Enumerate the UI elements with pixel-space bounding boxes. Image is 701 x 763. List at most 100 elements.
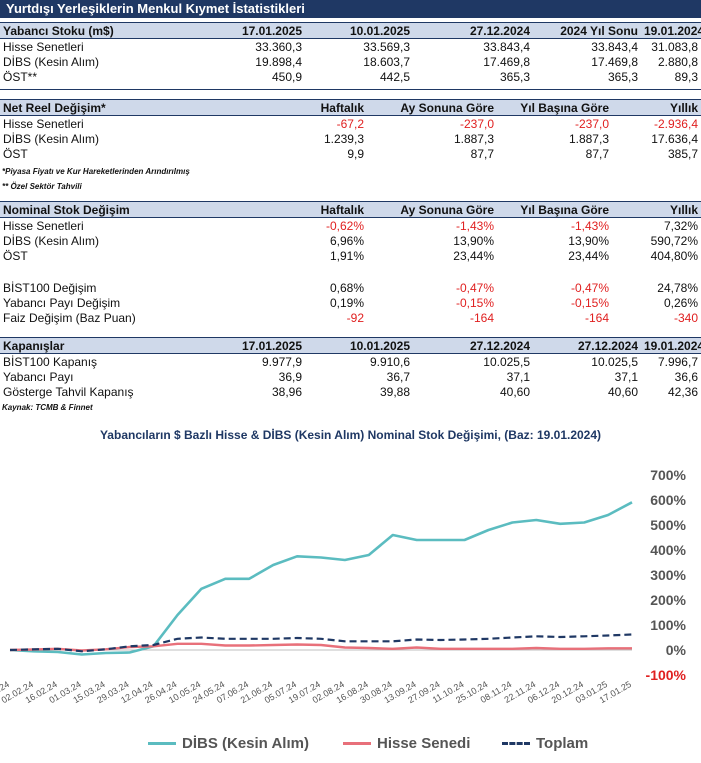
table-cell: 18.603,7 xyxy=(363,54,410,69)
table-cell: 87,7 xyxy=(585,146,609,161)
legend-swatch xyxy=(148,742,176,745)
table-cell: 1.887,3 xyxy=(568,131,609,146)
y-tick-label: 600% xyxy=(650,492,686,508)
stock-table: Yabancı Stoku (m$) 17.01.2025 10.01.2025… xyxy=(0,22,701,84)
header-cell: Yıl Başına Göre xyxy=(497,99,612,116)
table-cell: -237,0 xyxy=(459,116,494,131)
header-cell: Ay Sonuna Göre xyxy=(367,201,497,218)
table-cell: 1.887,3 xyxy=(453,131,494,146)
table-cell: 7.996,7 xyxy=(657,354,698,369)
legend-label: DİBS (Kesin Alım) xyxy=(182,735,309,752)
table-cell: -0,15% xyxy=(570,295,609,310)
y-tick-label: 400% xyxy=(650,542,686,558)
table-cell: 0,19% xyxy=(329,295,364,310)
table-cell: -164 xyxy=(584,310,609,325)
table-cell: 385,7 xyxy=(667,146,698,161)
table-cell: 10.025,5 xyxy=(483,354,530,369)
table-cell: 9.977,9 xyxy=(261,354,302,369)
table-cell: -0,62% xyxy=(325,218,364,233)
table-cell: 1.239,3 xyxy=(323,131,364,146)
header-cell: 17.01.2025 xyxy=(205,22,305,39)
footnote: ** Özel Sektör Tahvili xyxy=(2,182,82,191)
table-cell: 13,90% xyxy=(568,233,609,248)
table-row: BİST100 Kapanış 9.977,9 9.910,6 10.025,5… xyxy=(0,354,701,370)
table-cell: 7,32% xyxy=(663,218,698,233)
table-header-row: Yabancı Stoku (m$) 17.01.2025 10.01.2025… xyxy=(0,22,701,39)
header-cell: 10.01.2025 xyxy=(305,337,413,354)
table-cell: 0,68% xyxy=(329,280,364,295)
row-label: Hisse Senetleri xyxy=(3,39,84,54)
page-title: Yurtdışı Yerleşiklerin Menkul Kıymet İst… xyxy=(0,0,701,18)
table-row: ÖST 1,91% 23,44% 23,44% 404,80% xyxy=(0,248,701,263)
table-cell: 33.843,4 xyxy=(591,39,638,54)
row-label: BİST100 Kapanış xyxy=(3,354,98,369)
header-cell: Yıl Başına Göre xyxy=(497,201,612,218)
row-label: ÖST** xyxy=(3,69,38,84)
nominal-change-table: Nominal Stok Değişim Haftalık Ay Sonuna … xyxy=(0,201,701,325)
header-cell: Ay Sonuna Göre xyxy=(367,99,497,116)
table-cell: 404,80% xyxy=(650,248,698,263)
table-cell: 36,7 xyxy=(386,369,410,384)
table-cell: 33.360,3 xyxy=(255,39,302,54)
header-cell: 10.01.2025 xyxy=(305,22,413,39)
table-cell: 9.910,6 xyxy=(369,354,410,369)
table-cell: 0,26% xyxy=(663,295,698,310)
source-note: Kaynak: TCMB & Finnet xyxy=(2,403,93,412)
table-cell: -92 xyxy=(346,310,364,325)
header-cell: 27.12.2024 xyxy=(413,22,533,39)
header-cell: 27.12.2024 xyxy=(533,337,641,354)
table-cell: -0,47% xyxy=(455,280,494,295)
table-cell: 17.469,8 xyxy=(591,54,638,69)
y-tick-label: 500% xyxy=(650,517,686,533)
row-label: Yabancı Payı Değişim xyxy=(3,295,121,310)
line-chart: 700%600%500%400%300%200%100%0%-100%19.01… xyxy=(0,467,687,705)
row-label: Hisse Senetleri xyxy=(3,116,84,131)
table-row: Hisse Senetleri 33.360,3 33.569,3 33.843… xyxy=(0,39,701,55)
header-cell: 2024 Yıl Sonu xyxy=(533,22,641,39)
table-cell: 23,44% xyxy=(453,248,494,263)
table-cell: -237,0 xyxy=(574,116,609,131)
table-row: Faiz Değişim (Baz Puan) -92 -164 -164 -3… xyxy=(0,310,701,325)
header-cell: 19.01.2024 xyxy=(641,22,701,39)
table-row: DİBS (Kesin Alım) 6,96% 13,90% 13,90% 59… xyxy=(0,233,701,248)
header-cell: Yıllık xyxy=(612,201,701,218)
row-label: DİBS (Kesin Alım) xyxy=(3,233,100,248)
row-label: ÖST xyxy=(3,248,28,263)
table-row: Hisse Senetleri -67,2 -237,0 -237,0 -2.9… xyxy=(0,116,701,132)
table-cell: 40,60 xyxy=(607,384,638,399)
table-cell: 2.880,8 xyxy=(657,54,698,69)
table-cell: -1,43% xyxy=(455,218,494,233)
table-cell: 31.083,8 xyxy=(651,39,698,54)
table-cell: 36,6 xyxy=(674,369,698,384)
footnote: *Piyasa Fiyatı ve Kur Hareketlerinden Ar… xyxy=(2,167,190,176)
chart-title: Yabancıların $ Bazlı Hisse & DİBS (Kesin… xyxy=(99,428,602,442)
header-cell: Haftalık xyxy=(205,201,367,218)
table-row: ÖST 9,9 87,7 87,7 385,7 xyxy=(0,146,701,161)
table-cell: 23,44% xyxy=(568,248,609,263)
table-header-row: Nominal Stok Değişim Haftalık Ay Sonuna … xyxy=(0,201,701,218)
header-cell: Net Reel Değişim* xyxy=(0,99,205,116)
table-header-row: Kapanışlar 17.01.2025 10.01.2025 27.12.2… xyxy=(0,337,701,354)
table-cell: 33.569,3 xyxy=(363,39,410,54)
row-label: Yabancı Payı xyxy=(3,369,74,384)
chart-legend: DİBS (Kesin Alım) Hisse Senedi Toplam xyxy=(0,735,701,757)
table-cell: -2.936,4 xyxy=(653,116,698,131)
header-cell: Haftalık xyxy=(205,99,367,116)
table-cell: 40,60 xyxy=(499,384,530,399)
table-cell: 1,91% xyxy=(329,248,364,263)
table-cell: 17.469,8 xyxy=(483,54,530,69)
table-cell: 6,96% xyxy=(329,233,364,248)
table-row: DİBS (Kesin Alım) 19.898,4 18.603,7 17.4… xyxy=(0,54,701,69)
series-line-toplam xyxy=(9,633,633,653)
table-cell: 24,78% xyxy=(657,280,698,295)
legend-item-hisse: Hisse Senedi xyxy=(343,735,470,752)
row-label: DİBS (Kesin Alım) xyxy=(3,54,100,69)
table-cell: 13,90% xyxy=(453,233,494,248)
table-cell: 365,3 xyxy=(607,69,638,84)
table-row: BİST100 Değişim 0,68% -0,47% -0,47% 24,7… xyxy=(0,280,701,295)
real-change-table: Net Reel Değişim* Haftalık Ay Sonuna Gör… xyxy=(0,99,701,161)
header-cell: 27.12.2024 xyxy=(413,337,533,354)
table-row: Yabancı Payı 36,9 36,7 37,1 37,1 36,6 xyxy=(0,369,701,384)
legend-item-dibs: DİBS (Kesin Alım) xyxy=(148,735,309,752)
